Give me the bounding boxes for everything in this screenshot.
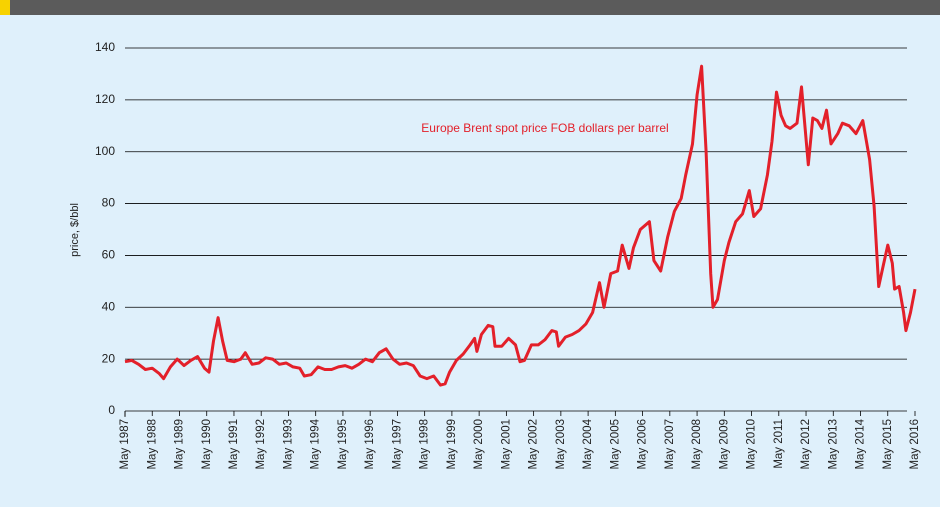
x-tick-label: May 2007	[664, 419, 676, 470]
x-tick-label: May 1987	[119, 419, 131, 470]
price-line	[124, 64, 917, 387]
x-tick-label: May 2009	[718, 419, 730, 470]
x-tick-label: May 2012	[800, 419, 812, 470]
x-tick-label: May 2006	[637, 419, 649, 470]
x-tick-label: May 2015	[882, 419, 894, 470]
x-tick-label: May 2016	[909, 419, 921, 470]
header-accent	[0, 0, 10, 15]
y-axis-label: price, $/bbl	[69, 203, 81, 257]
x-tick-label: May 2010	[746, 419, 758, 470]
y-tick-label: 40	[102, 299, 116, 313]
x-tick-label: May 2005	[609, 419, 621, 470]
x-tick-label: May 2013	[827, 419, 839, 470]
x-tick-label: May 1992	[255, 419, 267, 470]
x-tick-label: May 1998	[419, 419, 431, 470]
x-tick-label: May 1994	[310, 418, 322, 469]
x-tick-label: May 2001	[500, 419, 512, 470]
y-tick-label: 120	[95, 92, 115, 106]
x-tick-label: May 2002	[528, 419, 540, 470]
y-tick-label: 100	[95, 144, 115, 158]
header-bar	[0, 0, 940, 15]
x-tick-label: May 1991	[228, 419, 240, 470]
x-tick-label: May 1996	[364, 419, 376, 470]
annotation: Europe Brent spot price FOB dollars per …	[421, 121, 668, 135]
x-tick-label: May 1989	[174, 419, 186, 470]
x-tick-label: May 2004	[582, 418, 594, 469]
y-tick-label: 0	[108, 403, 115, 417]
x-tick-label: May 2014	[855, 418, 867, 469]
y-tick-label: 60	[102, 248, 116, 262]
y-tick-label: 80	[102, 196, 116, 210]
x-tick-label: May 2008	[691, 419, 703, 470]
x-tick-label: May 1997	[391, 419, 403, 470]
x-tick-label: May 1995	[337, 419, 349, 470]
x-tick-label: May 1988	[146, 419, 158, 470]
x-tick-label: May 2003	[555, 419, 567, 470]
x-tick-label: May 1993	[282, 419, 294, 470]
x-tick-label: May 2000	[473, 419, 485, 470]
y-tick-label: 20	[102, 351, 116, 365]
x-tick-label: May 1990	[201, 419, 213, 470]
x-tick-label: May 1999	[446, 419, 458, 470]
x-tick-label: May 2011	[773, 419, 785, 469]
y-tick-label: 140	[95, 40, 115, 54]
